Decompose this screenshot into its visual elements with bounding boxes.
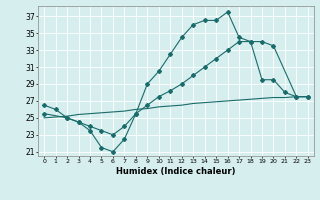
X-axis label: Humidex (Indice chaleur): Humidex (Indice chaleur) [116,167,236,176]
